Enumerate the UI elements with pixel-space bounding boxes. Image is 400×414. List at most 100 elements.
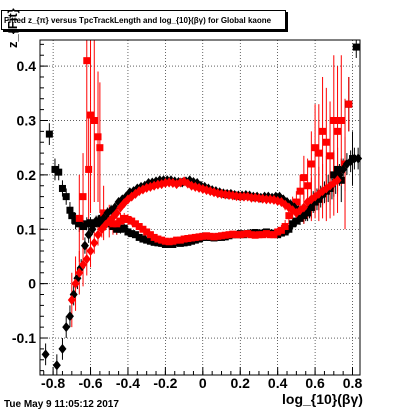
- square-marker: [199, 232, 207, 240]
- x-tick-label: -0.2: [153, 375, 177, 391]
- square-marker: [218, 232, 226, 240]
- square-marker: [128, 230, 136, 238]
- square-marker: [158, 236, 166, 244]
- square-marker: [131, 231, 139, 239]
- square-marker: [180, 235, 188, 243]
- square-marker: [244, 230, 252, 238]
- square-marker: [169, 237, 177, 245]
- square-marker: [139, 235, 147, 243]
- square-marker: [236, 231, 244, 239]
- x-tick-label: 0.2: [230, 375, 250, 391]
- square-marker: [255, 231, 263, 239]
- square-marker: [51, 165, 59, 173]
- diamond-marker: [339, 164, 348, 175]
- diamond-marker: [84, 229, 93, 240]
- square-marker: [184, 234, 192, 242]
- square-marker: [322, 138, 330, 146]
- square-marker: [307, 160, 315, 168]
- diamond-marker: [75, 267, 84, 278]
- diamond-marker: [90, 237, 99, 248]
- diamond-marker: [52, 360, 61, 371]
- square-marker: [176, 236, 184, 244]
- square-marker: [221, 231, 229, 239]
- diamond-marker: [58, 343, 67, 354]
- square-marker: [247, 231, 255, 239]
- square-marker: [116, 217, 124, 225]
- square-marker: [109, 220, 117, 228]
- square-marker: [75, 220, 83, 228]
- square-marker: [281, 223, 289, 231]
- square-marker: [300, 212, 308, 220]
- square-marker: [319, 127, 327, 135]
- square-marker: [116, 225, 124, 233]
- x-tick-label: 0.6: [305, 375, 325, 391]
- x-axis-label: log_{10}(βγ): [282, 391, 363, 407]
- y-tick-label: -0.1: [12, 330, 36, 346]
- diamond-marker: [299, 202, 308, 213]
- square-marker: [191, 233, 199, 241]
- square-marker: [266, 231, 274, 239]
- x-tick-label: -0.6: [78, 375, 102, 391]
- square-marker: [143, 228, 151, 236]
- square-marker: [146, 237, 154, 245]
- square-marker: [135, 233, 143, 241]
- square-marker: [285, 225, 293, 233]
- diamond-marker: [94, 229, 103, 240]
- square-marker: [240, 230, 248, 238]
- diamond-marker: [88, 224, 97, 235]
- diamond-marker: [62, 322, 71, 333]
- date-stamp: Tue May 9 11:05:12 2017: [4, 399, 119, 410]
- square-marker: [154, 235, 162, 243]
- square-marker: [311, 144, 319, 152]
- diamond-marker: [41, 349, 50, 360]
- square-marker: [345, 100, 353, 108]
- square-marker: [296, 214, 304, 222]
- square-marker: [173, 236, 181, 244]
- y-tick-label: 0: [28, 276, 36, 292]
- square-marker: [180, 239, 188, 247]
- diamond-marker: [333, 175, 342, 186]
- x-tick-label: 0.4: [268, 375, 288, 391]
- square-marker: [113, 225, 121, 233]
- square-marker: [120, 224, 128, 232]
- diamond-marker: [82, 254, 91, 265]
- square-marker: [90, 116, 98, 124]
- square-marker: [210, 233, 218, 241]
- x-tick-label: -0.4: [116, 375, 140, 391]
- square-marker: [143, 236, 151, 244]
- square-marker: [195, 233, 203, 241]
- square-marker: [292, 198, 300, 206]
- diamond-marker: [71, 278, 80, 289]
- square-marker: [285, 212, 293, 220]
- diamond-marker: [79, 259, 88, 270]
- square-marker: [150, 238, 158, 246]
- square-marker: [274, 228, 282, 236]
- square-marker: [75, 214, 83, 222]
- square-marker: [72, 217, 80, 225]
- square-marker: [289, 220, 297, 228]
- square-marker: [232, 231, 240, 239]
- diamond-marker: [67, 294, 76, 305]
- diamond-marker: [86, 246, 95, 257]
- square-marker: [292, 217, 300, 225]
- square-marker: [83, 220, 91, 228]
- y-tick-label: 0.2: [17, 167, 37, 183]
- y-tick-label: 0.1: [17, 221, 37, 237]
- square-marker: [139, 225, 147, 233]
- grid-lines: [40, 40, 360, 375]
- square-marker: [296, 187, 304, 195]
- square-marker: [300, 174, 308, 182]
- square-marker: [124, 215, 132, 223]
- square-marker: [330, 116, 338, 124]
- square-marker: [184, 238, 192, 246]
- y-tick-label: 0.3: [17, 112, 37, 128]
- square-marker: [326, 152, 334, 160]
- square-marker: [87, 219, 95, 227]
- square-marker: [203, 232, 211, 240]
- square-marker: [146, 231, 154, 239]
- diamond-marker: [65, 311, 74, 322]
- square-marker: [135, 223, 143, 231]
- square-marker: [66, 206, 74, 214]
- square-marker: [150, 233, 158, 241]
- square-marker: [79, 223, 87, 231]
